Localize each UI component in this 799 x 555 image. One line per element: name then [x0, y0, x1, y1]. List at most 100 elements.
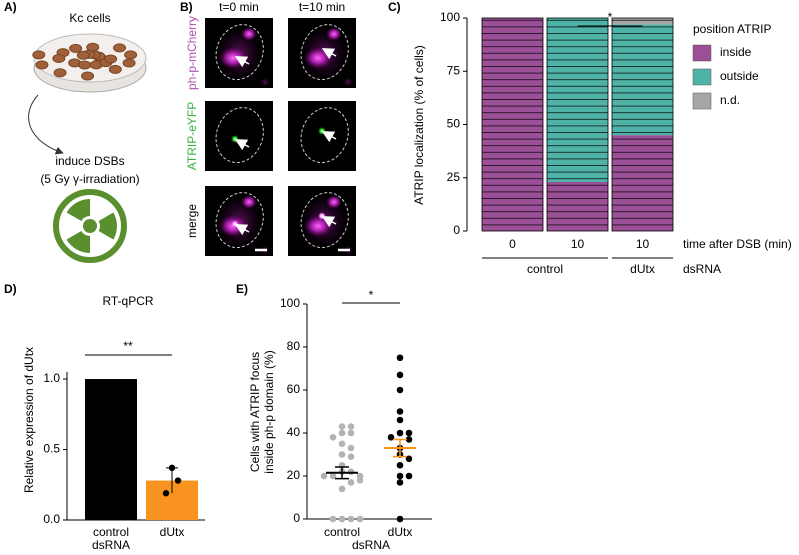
x-axis-label: dsRNA — [352, 538, 390, 552]
micrograph — [205, 186, 273, 256]
x-tick-label: dUtx — [160, 525, 185, 539]
legend-title: position ATRIP — [693, 22, 771, 36]
significance: * — [608, 10, 613, 24]
arrow — [321, 131, 337, 143]
data-point — [338, 515, 346, 523]
legend-label: outside — [720, 69, 759, 83]
outline — [215, 107, 264, 164]
y-tick-label: 1.0 — [43, 371, 60, 385]
error-bar — [393, 438, 407, 458]
y-tick-label: 75 — [447, 63, 461, 77]
outline — [215, 192, 264, 249]
x-tick-label: control — [93, 525, 129, 539]
data-point — [356, 515, 364, 523]
y-tick-label: 0.0 — [43, 512, 60, 526]
x-tick-label: 0 — [509, 237, 516, 251]
y-axis-label: Relative expression of dUtx — [22, 347, 36, 493]
y-tick-label: 0 — [453, 223, 460, 237]
data-point — [347, 429, 355, 437]
data-point — [168, 464, 176, 472]
panel-label: E) — [236, 282, 248, 296]
legend-swatch — [692, 92, 712, 110]
data-point — [396, 371, 404, 379]
data-point — [329, 434, 337, 441]
data-point — [405, 429, 413, 437]
cell — [53, 68, 67, 78]
micrograph — [288, 101, 356, 171]
row-label: merge — [185, 204, 199, 238]
y-tick-label: 50 — [447, 117, 461, 131]
cell — [108, 64, 122, 74]
cell — [69, 43, 83, 53]
bar-outline — [611, 17, 674, 232]
data-point — [338, 451, 346, 458]
data-point — [396, 472, 404, 480]
significance: ** — [123, 339, 133, 353]
cell — [76, 50, 90, 60]
data-point — [396, 354, 404, 362]
focus — [318, 212, 326, 220]
data-point — [338, 485, 346, 493]
cell — [35, 60, 49, 70]
data-point — [174, 477, 182, 484]
data-point — [387, 434, 395, 441]
panel-e: E) 0 20 40 60 80 100 Cells with ATRIP focus ins… — [236, 282, 432, 552]
error-bar — [335, 466, 349, 480]
data-point — [396, 386, 404, 394]
x-tick-label: dUtx — [388, 525, 413, 539]
data-point — [405, 472, 413, 480]
micrograph — [205, 101, 273, 171]
data-point — [329, 515, 337, 523]
panel-label: A) — [4, 0, 17, 14]
data-point — [338, 429, 346, 437]
blob — [241, 195, 257, 209]
data-point — [338, 440, 346, 448]
cell — [124, 50, 138, 60]
y-tick-label: 20 — [287, 468, 301, 482]
column-label: t=0 min — [219, 0, 259, 14]
data-point — [356, 477, 364, 484]
arrow — [28, 94, 64, 155]
legend-label: inside — [720, 45, 752, 59]
cell — [104, 54, 118, 64]
data-point — [347, 479, 355, 486]
data-point — [405, 436, 413, 443]
y-tick-label: 25 — [447, 170, 461, 184]
y-tick-label: 80 — [287, 339, 301, 353]
panel-label: C) — [388, 0, 401, 14]
legend-label: n.d. — [720, 93, 740, 107]
hatch — [547, 18, 608, 231]
bar-outline — [481, 17, 544, 232]
data-point — [347, 515, 355, 523]
blob — [241, 27, 257, 41]
y-axis-label: ATRIP localization (% of cells) — [412, 45, 426, 205]
data-point — [338, 423, 346, 430]
data-point — [396, 408, 404, 415]
x-axis-label: time after DSB (min) — [683, 237, 792, 251]
row-label: ATRIP-eYFP — [185, 102, 199, 170]
outline — [300, 107, 349, 164]
y-axis-label: Cells with ATRIP focus — [248, 352, 262, 472]
data-point — [329, 472, 337, 480]
outline — [215, 24, 264, 81]
data-point — [320, 472, 328, 480]
data-point — [396, 461, 404, 469]
hatch — [482, 18, 543, 231]
cell — [52, 53, 66, 63]
cells-label: Kc cells — [69, 11, 110, 25]
data-point — [396, 515, 404, 523]
cell — [122, 58, 136, 68]
panel-a: A) Kc cells induce DSBs (5 Gy γ-irradiat… — [4, 0, 147, 264]
arrow — [234, 56, 250, 68]
x-tick-label: 10 — [571, 237, 585, 251]
micrograph — [288, 18, 356, 88]
y-tick-label: 100 — [280, 296, 300, 310]
step-label: induce DSBs — [55, 154, 124, 168]
micrograph — [205, 18, 273, 88]
legend-swatch — [692, 68, 712, 86]
data-point — [405, 455, 413, 463]
cell — [113, 43, 127, 53]
row-label: ph-p-mCherry — [185, 16, 199, 90]
legend-swatch — [692, 44, 712, 62]
